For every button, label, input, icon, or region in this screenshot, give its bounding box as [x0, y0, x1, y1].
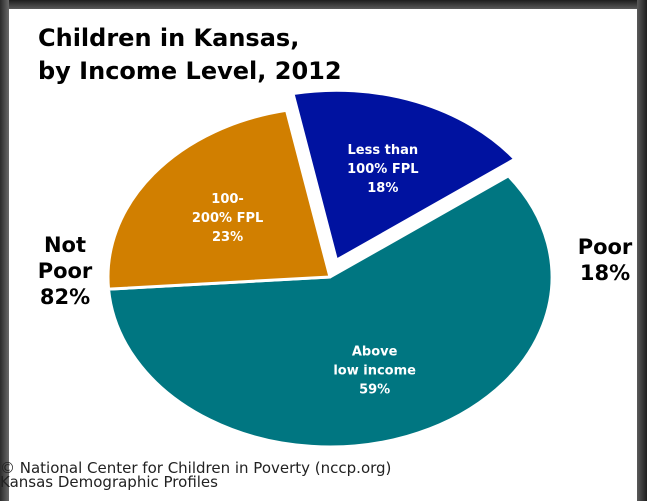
- slice-label-2: Less than: [348, 143, 419, 158]
- pie-slice-2: [291, 88, 517, 262]
- slice-label-0: Above: [352, 344, 398, 359]
- slice-label-0: low income: [333, 363, 416, 378]
- chart-title-line: Children in Kansas,: [38, 24, 300, 52]
- slice-label-2: 18%: [367, 181, 398, 196]
- group-label-line: Poor: [37, 259, 93, 283]
- slice-label-0: 59%: [359, 382, 390, 397]
- slice-label-2: 100% FPL: [347, 162, 418, 177]
- pie-slice-0: [107, 174, 554, 449]
- group-label-line: 82%: [39, 285, 91, 309]
- source-credit: © National Center for Children in Povert…: [0, 459, 520, 491]
- slice-label-1: 100-: [211, 192, 244, 207]
- frame-edge-top: [0, 0, 647, 9]
- group-label-line: Poor: [577, 235, 633, 259]
- credit-line: Kansas Demographic Profiles: [0, 473, 218, 491]
- chart-title-line: by Income Level, 2012: [38, 57, 342, 85]
- pie-slice-1: [106, 108, 332, 291]
- group-label-poor: Poor 18%: [570, 234, 640, 286]
- slice-label-1: 200% FPL: [192, 211, 263, 226]
- group-label-line: 18%: [579, 261, 631, 285]
- chart-title: Children in Kansas, by Income Level, 201…: [38, 22, 458, 88]
- credit-line: © National Center for Children in Povert…: [0, 459, 392, 477]
- frame-edge-right: [637, 0, 647, 501]
- group-label-not-poor: Not Poor 82%: [30, 232, 100, 310]
- frame-edge-left: [0, 0, 9, 501]
- group-label-line: Not: [43, 233, 87, 257]
- slice-label-1: 23%: [212, 230, 243, 245]
